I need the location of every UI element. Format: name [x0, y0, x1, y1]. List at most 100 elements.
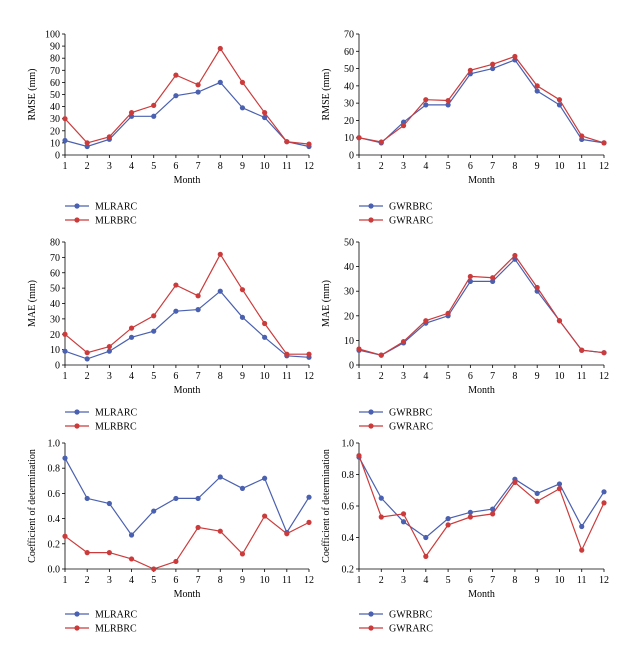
data-point-gwrbrc	[534, 88, 540, 94]
legend-entry-gwrbrc: GWRBRC	[359, 408, 433, 419]
x-tick-label: 2	[85, 161, 90, 172]
data-point-gwrarc	[356, 346, 362, 352]
y-tick-label: 50	[344, 238, 354, 249]
legend-label: GWRARC	[389, 216, 433, 227]
data-point-mlrbrc	[84, 140, 90, 146]
data-point-mlrbrc	[128, 110, 135, 116]
y-tick-label: 60	[50, 268, 60, 279]
data-point-mlrbrc	[173, 558, 179, 565]
x-tick-label: 7	[490, 161, 495, 172]
data-point-mlrbrc	[128, 556, 135, 562]
data-point-gwrarc	[534, 83, 540, 89]
data-point-mlrarc	[62, 137, 68, 144]
x-axis-label: Month	[174, 175, 201, 186]
x-axis-label: Month	[468, 589, 495, 600]
x-tick-label: 5	[151, 161, 156, 172]
legend-marker	[368, 625, 374, 631]
x-axis-label: Month	[468, 175, 495, 186]
x-tick-label: 5	[151, 371, 156, 382]
data-point-mlrbrc	[284, 351, 290, 357]
data-point-gwrarc	[490, 275, 496, 281]
data-point-gwrbrc	[445, 102, 451, 108]
x-tick-label: 10	[260, 371, 270, 382]
data-point-gwrarc	[400, 123, 407, 129]
data-point-gwrbrc	[467, 278, 473, 284]
y-tick-label: 90	[50, 42, 60, 53]
x-tick-label: 6	[173, 161, 178, 172]
data-point-gwrbrc	[556, 102, 563, 108]
y-tick-label: 0.4	[342, 533, 355, 544]
data-point-gwrarc	[556, 97, 563, 103]
y-tick-label: 0.8	[48, 464, 61, 475]
data-point-mlrbrc	[106, 550, 112, 556]
series-line-mlrbrc	[64, 515, 310, 570]
x-tick-label: 11	[282, 371, 292, 382]
data-point-gwrarc	[356, 453, 362, 459]
y-tick-label: 0.6	[342, 502, 355, 513]
data-point-mlrbrc	[106, 343, 112, 350]
y-axis-label: MAE (mm)	[27, 280, 38, 327]
legend-marker	[368, 423, 374, 429]
x-tick-label: 1	[63, 371, 68, 382]
x-tick-label: 1	[357, 575, 362, 586]
data-point-mlrarc	[217, 474, 223, 480]
x-tick-label: 3	[401, 161, 406, 172]
data-point-gwrbrc	[378, 495, 384, 501]
x-tick-label: 7	[490, 371, 495, 382]
y-axis-label: RMSE (mm)	[321, 69, 332, 121]
legend-marker	[74, 423, 80, 429]
y-tick-label: 30	[344, 287, 354, 298]
x-tick-label: 10	[260, 575, 270, 586]
data-point-mlrarc	[62, 348, 68, 354]
x-tick-label: 3	[107, 371, 112, 382]
data-point-mlrarc	[151, 113, 157, 119]
data-point-gwrarc	[490, 511, 496, 517]
x-tick-label: 10	[554, 161, 564, 172]
y-tick-label: 10	[344, 336, 354, 347]
x-tick-label: 10	[554, 371, 564, 382]
data-point-mlrarc	[195, 89, 201, 95]
legend-entry-gwrbrc: GWRBRC	[359, 610, 433, 621]
legend-marker	[74, 611, 80, 617]
data-point-gwrarc	[467, 514, 473, 520]
series-line-gwrbrc	[358, 59, 605, 144]
y-tick-label: 70	[344, 30, 354, 41]
legend-label: GWRARC	[389, 624, 433, 635]
y-tick-label: 0.4	[48, 514, 61, 525]
data-point-gwrarc	[445, 522, 451, 528]
x-tick-label: 11	[577, 161, 587, 172]
data-point-gwrbrc	[534, 490, 540, 496]
y-tick-label: 70	[50, 66, 60, 77]
series-line-gwrarc	[358, 254, 605, 356]
data-point-mlrarc	[262, 114, 268, 121]
y-tick-label: 40	[50, 102, 60, 113]
y-tick-label: 60	[344, 47, 354, 58]
y-tick-label: 0	[55, 361, 60, 372]
x-axis-label: Month	[174, 589, 201, 600]
data-point-gwrarc	[356, 135, 362, 141]
data-point-gwrbrc	[490, 506, 496, 512]
data-point-mlrbrc	[195, 82, 201, 88]
data-point-mlrbrc	[262, 110, 268, 116]
data-point-mlrbrc	[217, 528, 223, 534]
data-point-mlrbrc	[62, 116, 68, 122]
x-tick-label: 4	[423, 575, 428, 586]
legend-entry-gwrarc: GWRARC	[359, 422, 433, 433]
x-tick-label: 8	[512, 161, 517, 172]
x-tick-label: 8	[512, 371, 517, 382]
y-tick-label: 20	[50, 126, 60, 137]
x-tick-label: 4	[129, 575, 134, 586]
x-tick-label: 11	[577, 575, 587, 586]
x-tick-label: 3	[107, 161, 112, 172]
data-point-mlrarc	[239, 485, 246, 491]
data-point-mlrbrc	[284, 531, 290, 537]
y-tick-label: 70	[50, 253, 60, 264]
legend-label: MLRBRC	[95, 624, 137, 635]
data-point-mlrbrc	[262, 513, 268, 519]
x-axis-label: Month	[468, 385, 495, 396]
data-point-gwrbrc	[490, 65, 496, 72]
legend-label: MLRARC	[95, 610, 138, 621]
y-tick-label: 10	[344, 133, 354, 144]
data-point-mlrbrc	[195, 524, 201, 531]
